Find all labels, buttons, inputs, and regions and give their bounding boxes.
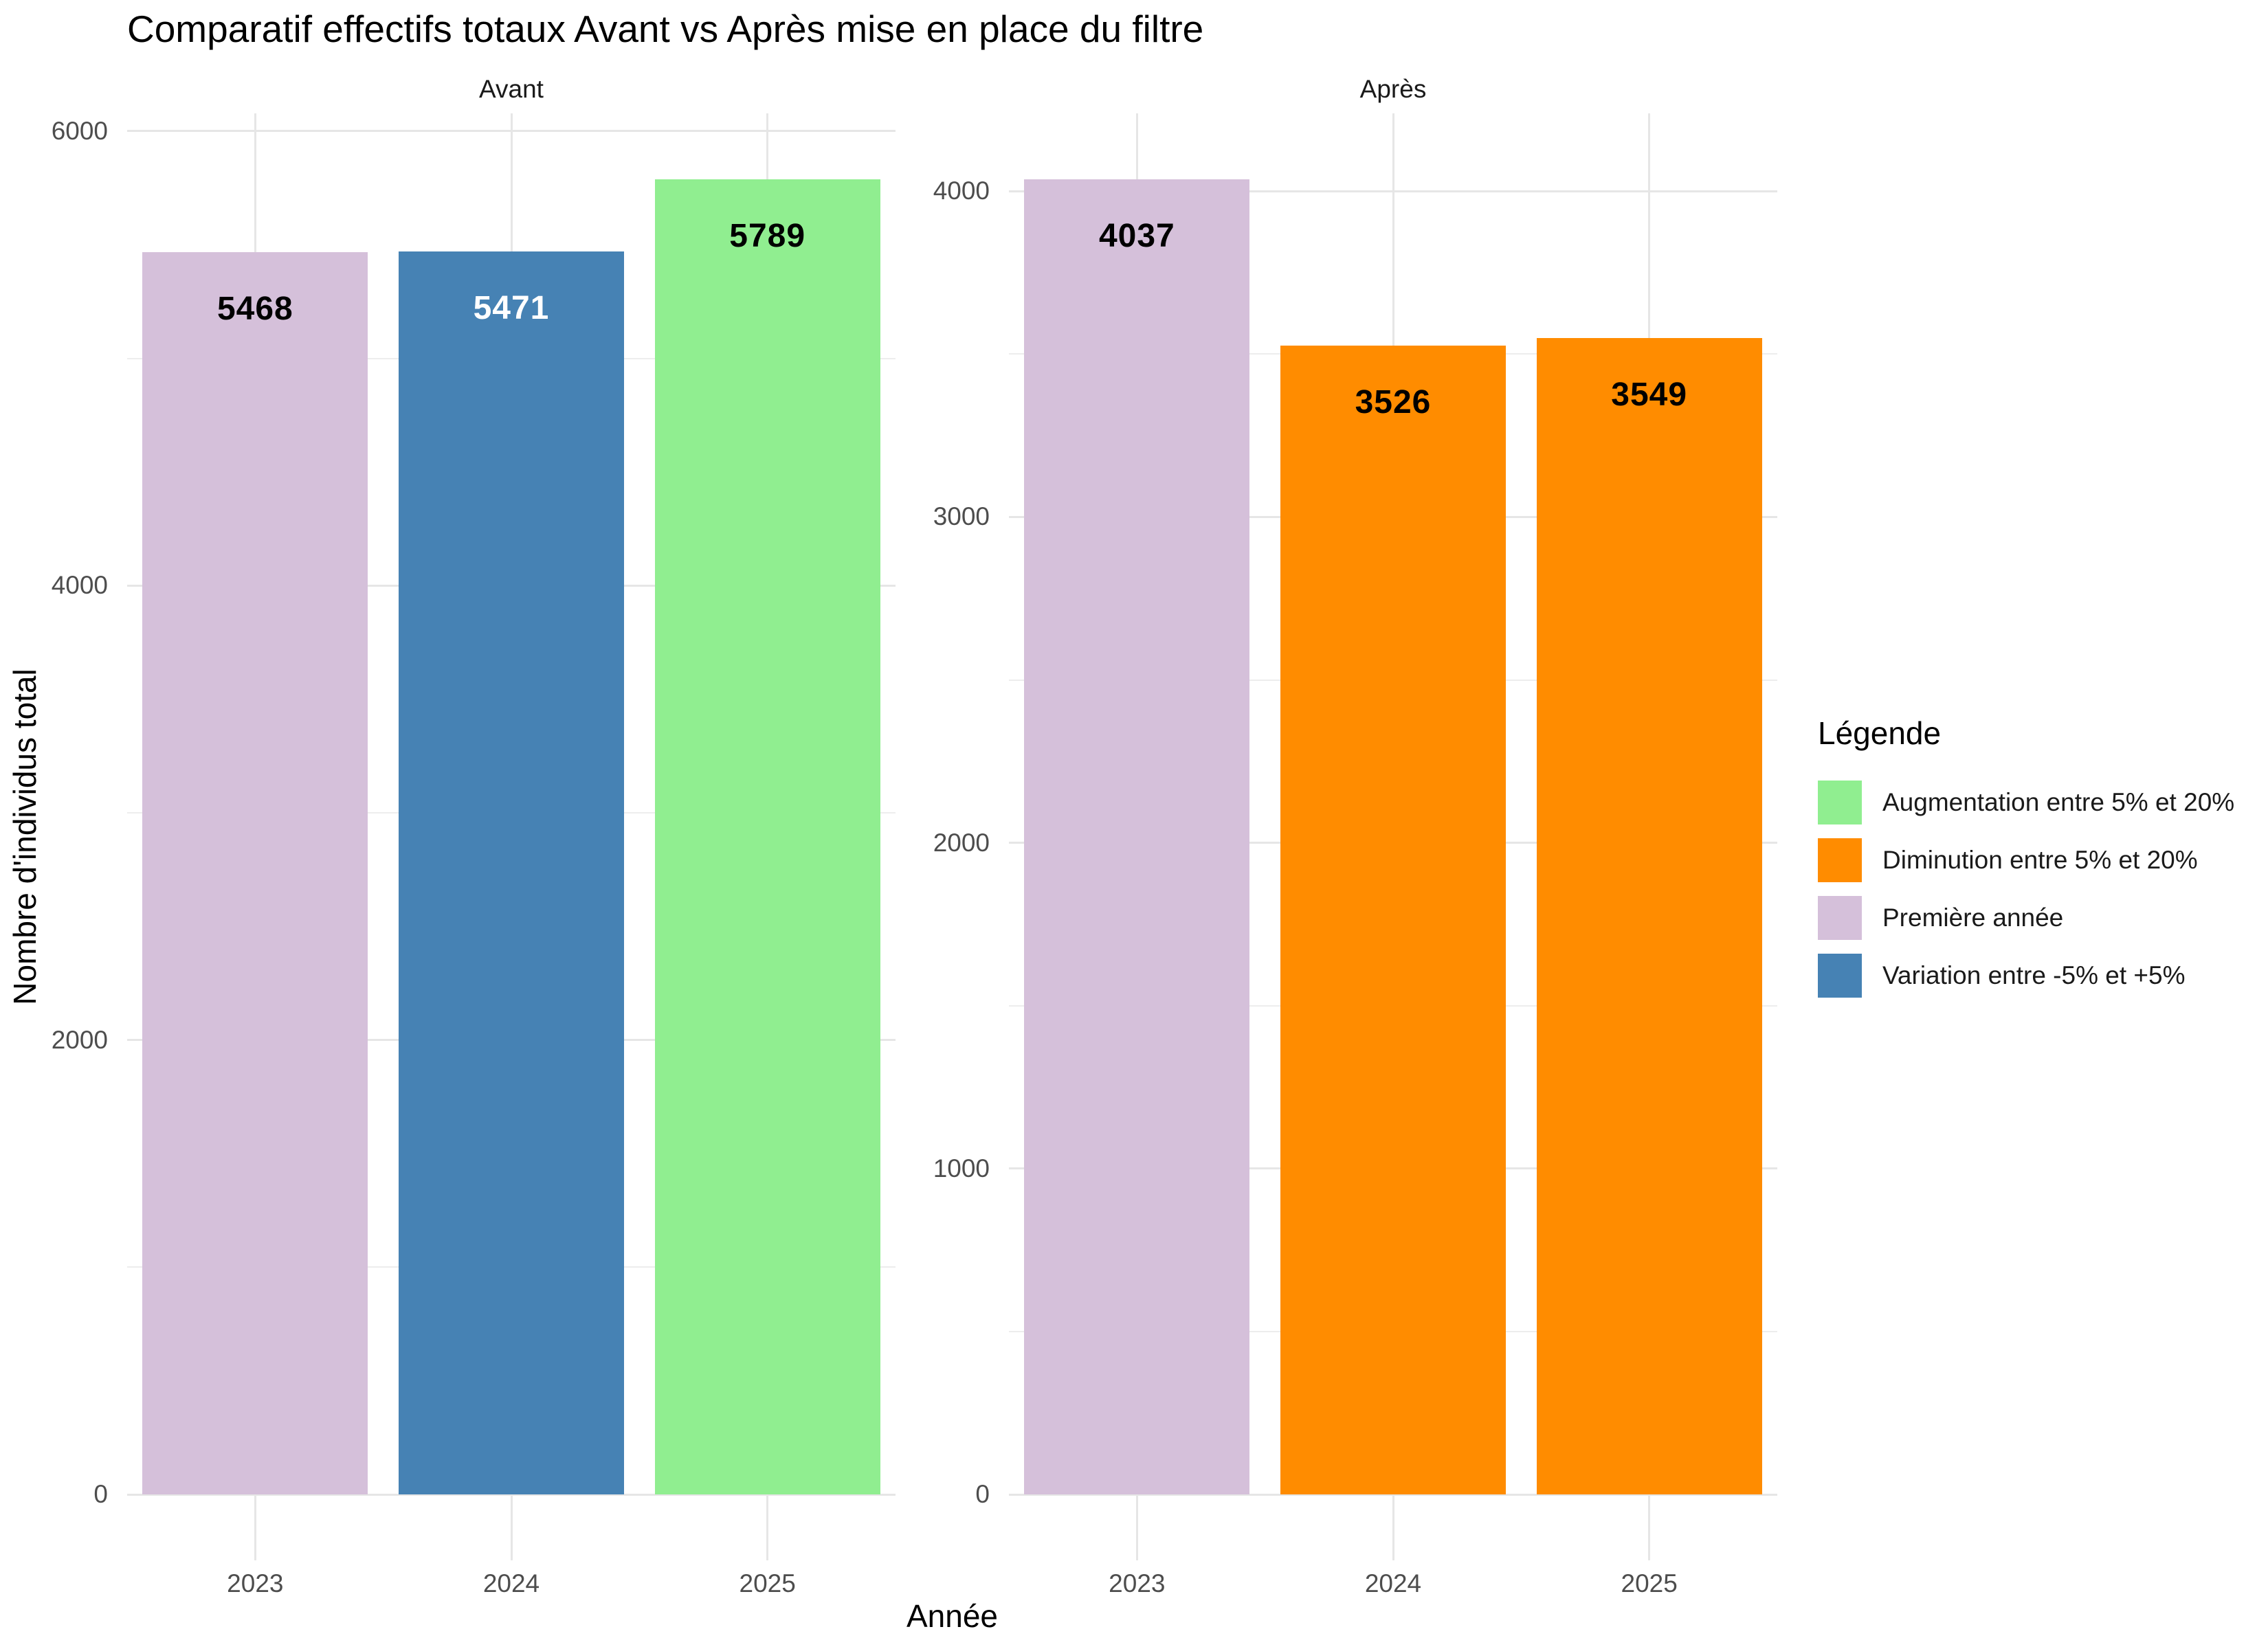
x-tick-label-apres-2023: 2023 — [1109, 1569, 1166, 1597]
y-tick-label-avant-2000: 2000 — [51, 1025, 108, 1054]
y-axis-title: Nombre d'individus total — [7, 669, 43, 1005]
legend-entry-0: Augmentation entre 5% et 20% — [1818, 781, 2258, 824]
bar-apres-2024: 3526 — [1280, 346, 1506, 1494]
legend-entries: Augmentation entre 5% et 20% Diminution e… — [1818, 781, 2258, 998]
y-tick-label-apres-2000: 2000 — [933, 828, 990, 857]
bar-avant-2024: 5471 — [399, 251, 624, 1494]
y-tick-label-avant-6000: 6000 — [51, 116, 108, 145]
legend-swatch-3 — [1818, 954, 1862, 998]
legend-label-0: Augmentation entre 5% et 20% — [1882, 788, 2235, 816]
facet-strip-avant: Avant — [479, 75, 544, 103]
facet-panel-apres: 4037 3526 3549 — [1009, 113, 1777, 1560]
bar-value-label-avant-2023: 5468 — [216, 290, 293, 327]
legend-title: Légende — [1818, 715, 1942, 751]
x-tick-label-avant-2024: 2024 — [482, 1569, 540, 1597]
y-tick-label-apres-4000: 4000 — [933, 177, 990, 205]
x-tick-label-avant-2023: 2023 — [227, 1569, 284, 1597]
legend-label-2: Première année — [1882, 904, 2064, 932]
bar-apres-2023: 4037 — [1024, 179, 1250, 1494]
bar-value-label-avant-2024: 5471 — [473, 289, 550, 326]
x-tick-label-apres-2025: 2025 — [1621, 1569, 1678, 1597]
bar-value-label-apres-2024: 3526 — [1355, 384, 1432, 421]
y-tick-label-apres-0: 0 — [975, 1480, 990, 1508]
legend-entry-2: Première année — [1818, 896, 2258, 940]
y-tick-label-avant-0: 0 — [93, 1480, 108, 1508]
y-tick-label-avant-4000: 4000 — [51, 571, 108, 600]
y-tick-label-apres-1000: 1000 — [933, 1154, 990, 1182]
facet-strip-apres: Après — [1359, 75, 1427, 103]
legend-swatch-2 — [1818, 896, 1862, 940]
legend-label-1: Diminution entre 5% et 20% — [1882, 846, 2198, 874]
facet-panel-avant: 5468 5471 5789 — [127, 113, 896, 1560]
bar-value-label-apres-2025: 3549 — [1611, 377, 1688, 414]
bar-apres-2025: 3549 — [1536, 338, 1762, 1494]
x-tick-label-apres-2024: 2024 — [1364, 1569, 1422, 1597]
bar-avant-2025: 5789 — [654, 179, 880, 1494]
bar-avant-2023: 5468 — [142, 251, 368, 1494]
chart-title: Comparatif effectifs totaux Avant vs Apr… — [127, 8, 1204, 50]
legend-entry-3: Variation entre -5% et +5% — [1818, 954, 2258, 998]
legend-swatch-1 — [1818, 838, 1862, 882]
legend-label-3: Variation entre -5% et +5% — [1882, 961, 2186, 989]
x-axis-title: Année — [906, 1598, 998, 1634]
bar-value-label-apres-2023: 4037 — [1098, 217, 1175, 254]
x-tick-label-avant-2025: 2025 — [739, 1569, 796, 1597]
legend-swatch-0 — [1818, 781, 1862, 824]
y-tick-label-apres-3000: 3000 — [933, 502, 990, 531]
bar-value-label-avant-2025: 5789 — [729, 217, 806, 254]
legend: Légende Augmentation entre 5% et 20% Dimi… — [1818, 715, 2258, 1011]
legend-entry-1: Diminution entre 5% et 20% — [1818, 838, 2258, 882]
